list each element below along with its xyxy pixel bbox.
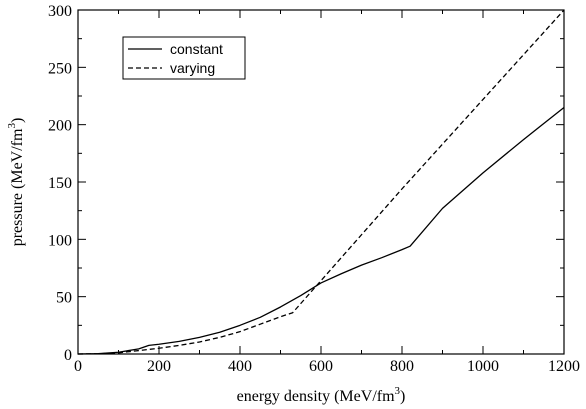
y-tick-label: 300 [48, 3, 72, 20]
series-layer [77, 9, 565, 355]
x-tick-label: 800 [390, 358, 414, 375]
legend: constant varying [122, 36, 246, 80]
y-axis-title-sup: 3 [6, 123, 18, 129]
x-tick-label: 1000 [467, 358, 499, 375]
x-tick-label: 1200 [548, 358, 580, 375]
y-axis-title-end: ) [9, 118, 26, 123]
series-line-varying [77, 9, 565, 355]
x-axis-title-sup: 3 [395, 385, 401, 397]
x-axis-title-end: ) [400, 388, 405, 405]
x-tick-label: 600 [309, 358, 333, 375]
x-tick-label: 200 [147, 358, 171, 375]
y-axis-title-main: pressure (MeV/fm [9, 128, 26, 246]
legend-label-varying: varying [170, 60, 215, 76]
y-tick-label: 50 [56, 290, 72, 307]
x-tick-label: 400 [228, 358, 252, 375]
y-tick-label: 0 [64, 347, 72, 364]
y-tick-label: 200 [48, 118, 72, 135]
x-axis-title: energy density (MeV/fm3) [237, 385, 406, 405]
y-tick-label: 250 [48, 60, 72, 77]
x-tick-label: 0 [74, 358, 82, 375]
x-axis-title-main: energy density (MeV/fm [237, 388, 395, 405]
y-tick-label: 150 [48, 175, 72, 192]
y-tick-label: 100 [48, 232, 72, 249]
axis-ticks: 0 200 400 600 800 1000 1200 0 50 100 150 200 250 300 [48, 3, 580, 375]
legend-box [122, 36, 246, 80]
series-line-constant [77, 106, 565, 355]
legend-label-constant: constant [170, 41, 223, 57]
y-axis-title: pressure (MeV/fm3) [6, 118, 26, 247]
